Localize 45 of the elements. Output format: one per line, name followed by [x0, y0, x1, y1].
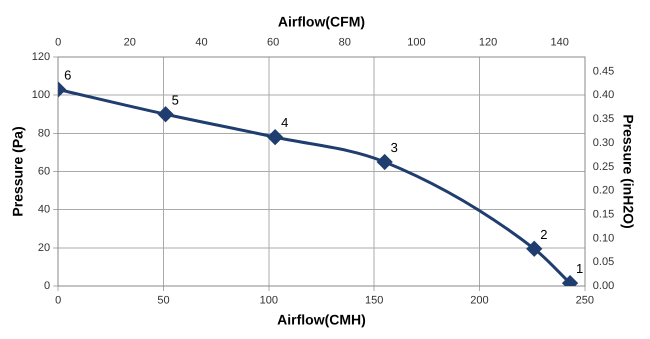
x2-axis-title: Airflow(CFM) [278, 13, 366, 30]
y2-tick-label: 0.10 [592, 232, 614, 244]
x2-tick-label: 40 [195, 36, 208, 48]
point [158, 106, 174, 122]
y-tick-label: 20 [38, 242, 50, 254]
y-axis-title: Pressure (Pa) [9, 126, 26, 217]
y2-tick-label: 0.30 [592, 136, 614, 149]
y-tick-label: 100 [32, 89, 50, 102]
point [268, 130, 283, 145]
annotation: 5 [172, 92, 179, 108]
x2-tick-label: 80 [338, 36, 351, 48]
y2-tick-label: 0.45 [592, 65, 614, 78]
x2-tick-label: 140 [550, 36, 569, 48]
x-tick-label: 200 [470, 294, 489, 307]
annotation: 6 [64, 68, 72, 83]
y2-tick-label: 0.20 [592, 184, 614, 197]
x2-tick-label: 100 [407, 36, 426, 48]
annotation: 2 [540, 226, 548, 242]
y2-tick-label: 0.15 [592, 208, 614, 220]
x-axis-title: Airflow(CMH) [277, 311, 366, 328]
x2-tick-label: 20 [124, 36, 136, 48]
x-tick-label: 250 [576, 294, 594, 307]
annotation: 1 [576, 261, 584, 276]
point [377, 154, 392, 170]
y-tick-label: 40 [38, 204, 50, 216]
y2-axis-title: Pressure (inH2O) [620, 114, 637, 229]
x-tick-label: 50 [157, 294, 170, 307]
point [526, 241, 542, 256]
y2-tick-label: 0.00 [592, 280, 614, 292]
y-tick-label: 60 [38, 166, 50, 178]
y-tick-label: 80 [38, 127, 50, 140]
y-tick-label: 0 [44, 280, 50, 292]
x2-tick-label: 0 [55, 36, 62, 48]
y2-tick-label: 0.40 [592, 89, 614, 102]
y-tick-label: 120 [32, 51, 50, 64]
x-tick-label: 0 [55, 294, 62, 307]
x-tick-label: 150 [364, 294, 384, 307]
y2-tick-label: 0.35 [592, 113, 614, 126]
annotation: 3 [390, 140, 398, 156]
y2-tick-label: 0.05 [592, 256, 614, 268]
x2-tick-label: 60 [266, 36, 280, 48]
x-tick-label: 100 [260, 294, 278, 307]
y2-tick-label: 0.25 [592, 160, 614, 173]
annotation: 4 [281, 115, 288, 130]
x2-tick-label: 120 [478, 36, 498, 48]
